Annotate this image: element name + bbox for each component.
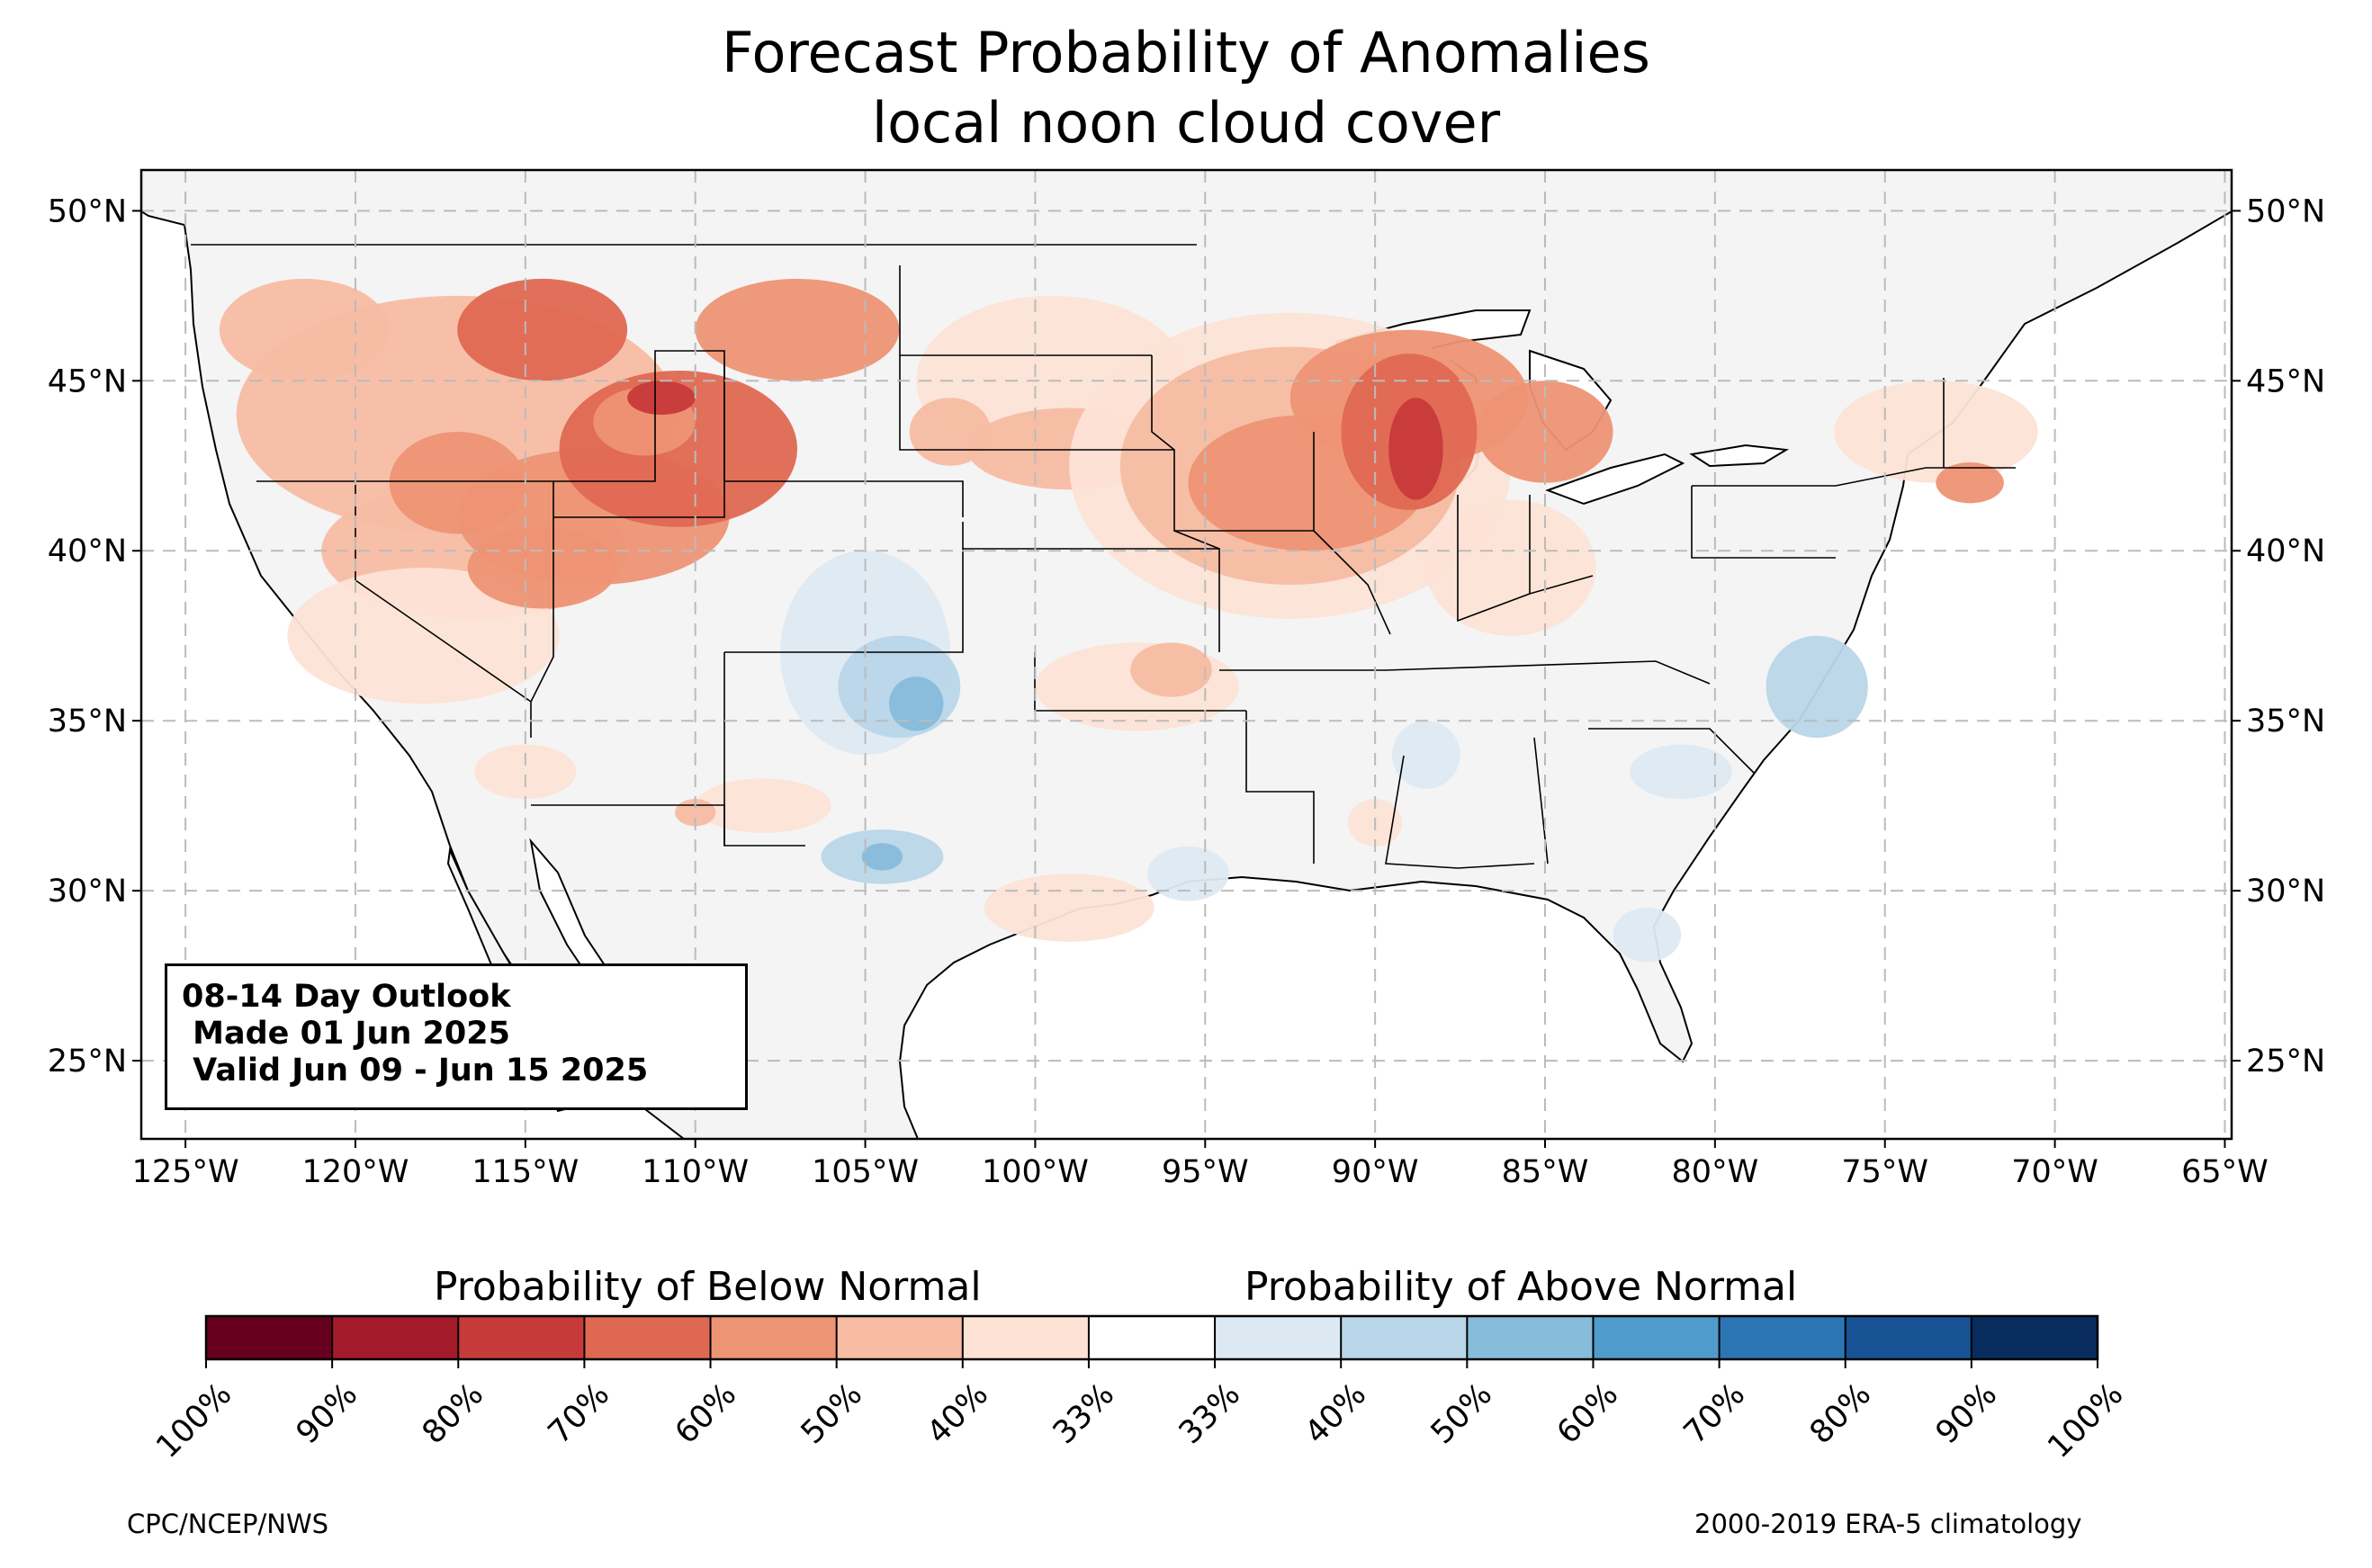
anomaly-below-50-19 [1130, 642, 1212, 697]
lat-tick-label-right: 30°N [2246, 874, 2325, 909]
colorbar-segment [1719, 1316, 1846, 1359]
lat-tick-label-right: 40°N [2246, 533, 2325, 569]
anomaly-below-50-17 [909, 398, 992, 466]
anomaly-below-40-14 [474, 744, 577, 800]
colorbar-segment [1845, 1316, 1972, 1359]
lon-tick-label: 85°W [1502, 1154, 1589, 1190]
colorbar-segment [1341, 1316, 1468, 1359]
anomaly-above-50-38 [1766, 635, 1868, 739]
lat-tick-label-left: 35°N [48, 703, 127, 739]
anomaly-below-60-8 [695, 278, 900, 381]
anomaly-below-80-26 [1388, 398, 1443, 500]
state-borders [191, 244, 2016, 869]
anomaly-below-60-5 [389, 431, 526, 534]
lat-tick-label-right: 25°N [2246, 1044, 2325, 1080]
anomaly-below-40-28 [1425, 499, 1596, 636]
lon-tick-label: 90°W [1332, 1154, 1419, 1190]
anomaly-above-40-37 [1147, 847, 1229, 901]
anomaly-below-50-9 [219, 278, 390, 381]
credit-source: CPC/NCEP/NWS [127, 1509, 329, 1539]
anomaly-above-40-39 [1613, 908, 1682, 963]
lon-tick-label: 80°W [1672, 1154, 1759, 1190]
colorbar-below-label: Probability of Below Normal [434, 1264, 982, 1310]
colorbar-segment [962, 1316, 1090, 1359]
colorbar-segment [1971, 1316, 2098, 1359]
lon-tick-label: 95°W [1162, 1154, 1249, 1190]
map-title: Forecast Probability of Anomalies [722, 20, 1650, 85]
lon-tick-label: 75°W [1841, 1154, 1928, 1190]
colorbar-segment [710, 1316, 838, 1359]
lat-tick-label-right: 45°N [2246, 363, 2325, 399]
anomaly-above-60-34 [888, 676, 944, 731]
colorbar-segment [458, 1316, 585, 1359]
lon-tick-label: 105°W [812, 1154, 919, 1190]
anomaly-above-60-36 [861, 843, 903, 871]
map-frame [139, 168, 2233, 1141]
anomaly-below-60-4 [467, 526, 617, 609]
outlook-info-box: 08-14 Day Outlook Made 01 Jun 2025 Valid… [165, 963, 748, 1110]
colorbar-segment [836, 1316, 964, 1359]
colorbar [204, 1314, 2099, 1368]
anomaly-below-60-30 [1936, 461, 2004, 504]
lat-tick-label-left: 45°N [48, 363, 127, 399]
lon-tick-label: 120°W [302, 1154, 409, 1190]
colorbar-segment [1593, 1316, 1721, 1359]
anomaly-below-40-20 [984, 874, 1155, 942]
lat-tick-label-left: 40°N [48, 533, 127, 569]
colorbar-segment [332, 1316, 459, 1359]
outlook-valid-range: Valid Jun 09 - Jun 15 2025 [182, 1053, 649, 1089]
colorbar-segment [584, 1316, 712, 1359]
anomaly-below-80-11 [627, 381, 696, 416]
colorbar-above-label: Probability of Above Normal [1244, 1264, 1798, 1310]
colorbar-segment [1088, 1316, 1216, 1359]
lat-tick-label-left: 30°N [48, 874, 127, 909]
anomaly-above-40-40 [1392, 721, 1460, 789]
map-subtitle: local noon cloud cover [871, 90, 1501, 156]
outlook-made-date: Made 01 Jun 2025 [182, 1016, 510, 1052]
lat-tick-label-left: 50°N [48, 193, 127, 229]
credit-climatology: 2000-2019 ERA-5 climatology [1694, 1509, 2082, 1539]
anomaly-above-40-41 [1630, 744, 1732, 800]
colorbar-segment [1215, 1316, 1342, 1359]
lat-tick-label-left: 25°N [48, 1044, 127, 1080]
outlook-period: 08-14 Day Outlook [182, 979, 511, 1015]
lon-tick-label: 65°W [2181, 1154, 2269, 1190]
axis-ticks: 125°W 120°W 115°W 110°W 105°W 100°W 95°W 90°W 85… [48, 193, 2325, 1190]
colorbar-segment [1467, 1316, 1594, 1359]
lon-tick-label: 125°W [132, 1154, 239, 1190]
lat-tick-label-right: 35°N [2246, 703, 2325, 739]
lon-tick-label: 110°W [642, 1154, 749, 1190]
lon-tick-label: 115°W [472, 1154, 579, 1190]
lon-tick-label: 100°W [982, 1154, 1089, 1190]
lon-tick-label: 70°W [2011, 1154, 2098, 1190]
anomaly-below-70-7 [457, 278, 628, 381]
anomaly-below-40-12 [695, 778, 831, 833]
lat-tick-label-right: 50°N [2246, 193, 2325, 229]
colorbar-segment [206, 1316, 333, 1359]
